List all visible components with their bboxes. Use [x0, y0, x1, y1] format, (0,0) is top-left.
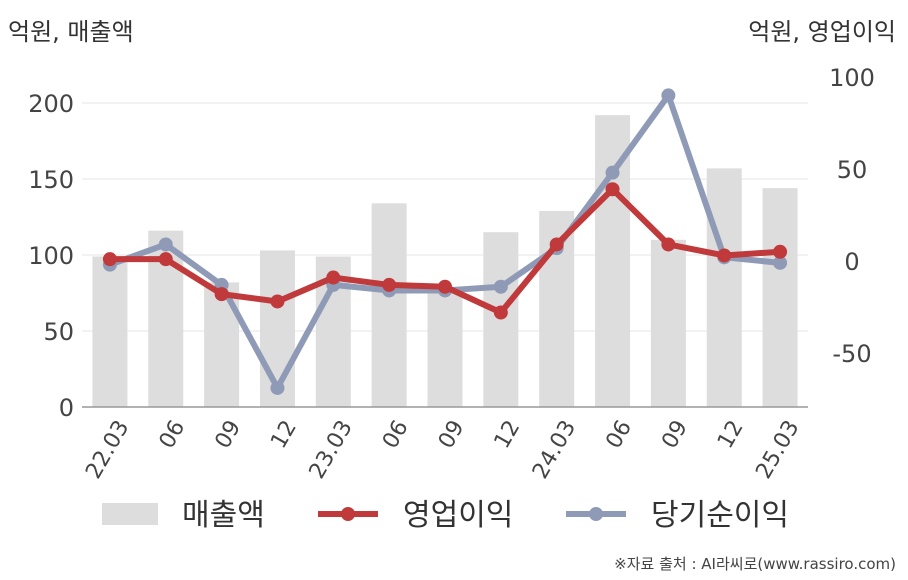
bar-revenue [427, 288, 463, 407]
x-tick-label: 12 [490, 416, 526, 453]
legend-label-revenue: 매출액 [182, 498, 265, 533]
bar-revenue [762, 188, 798, 407]
operating-profit-point [158, 252, 173, 267]
right-tick-label: -50 [832, 340, 871, 368]
net-income-point [493, 279, 508, 294]
left-tick-label: 100 [28, 242, 74, 270]
net-income-point [158, 237, 173, 252]
x-tick-label: 22.03 [81, 416, 134, 483]
right-tick-label: 100 [829, 64, 875, 92]
x-tick-label: 06 [378, 416, 414, 453]
x-tick-label: 09 [434, 416, 470, 453]
x-tick-label: 09 [657, 416, 693, 453]
bar-revenue [650, 239, 686, 407]
operating-profit-point [493, 305, 508, 320]
operating-profit-point [605, 182, 620, 197]
bar-revenue [483, 232, 519, 407]
operating-profit-point [270, 294, 285, 309]
legend-marker-operating-profit [341, 507, 355, 521]
left-tick-label: 150 [28, 166, 74, 194]
net-income-point [605, 165, 620, 180]
operating-profit-point [102, 252, 117, 267]
operating-profit-point [549, 237, 564, 252]
operating-profit-point [326, 270, 341, 285]
x-tick-label: 25.03 [751, 416, 804, 483]
right-axis-label: 억원, 영업이익 [748, 18, 896, 46]
net-income-point [661, 88, 676, 103]
x-tick-label: 24.03 [528, 416, 581, 483]
operating-profit-point [773, 244, 788, 259]
x-tick-label: 06 [155, 416, 191, 453]
left-tick-label: 200 [28, 90, 74, 118]
bar-revenue [259, 250, 295, 407]
revenue-bars [92, 115, 798, 407]
bar-revenue [92, 256, 128, 407]
x-tick-label: 06 [601, 416, 637, 453]
profit-lines [102, 88, 788, 395]
bar-revenue [706, 168, 742, 407]
legend-label-net-income: 당기순이익 [651, 498, 789, 533]
bar-revenue [371, 203, 407, 407]
right-tick-label: 50 [837, 156, 868, 184]
legend-marker-net-income [589, 507, 603, 521]
x-tick-label: 23.03 [305, 416, 358, 483]
net-income-point [773, 255, 788, 270]
left-tick-label: 50 [43, 318, 74, 346]
operating-profit-point [661, 237, 676, 252]
legend-label-operating-profit: 영업이익 [403, 498, 513, 533]
x-tick-label: 09 [210, 416, 246, 453]
bar-revenue [595, 115, 631, 407]
right-tick-label: 0 [844, 248, 859, 276]
x-tick-label: 12 [713, 416, 749, 453]
x-tick-label: 12 [266, 416, 302, 453]
left-axis-label: 억원, 매출액 [8, 18, 134, 46]
operating-profit-point [382, 277, 397, 292]
legend-swatch-revenue [102, 503, 158, 525]
operating-profit-point [717, 248, 732, 263]
legend: 매출액 영업이익 당기순이익 [102, 498, 789, 533]
net-income-point [270, 380, 285, 395]
source-note: ※자료 출처 : AI라씨로(www.rassiro.com) [614, 555, 896, 573]
operating-profit-point [214, 287, 229, 302]
left-tick-label: 0 [59, 394, 74, 422]
operating-profit-point [438, 279, 452, 294]
